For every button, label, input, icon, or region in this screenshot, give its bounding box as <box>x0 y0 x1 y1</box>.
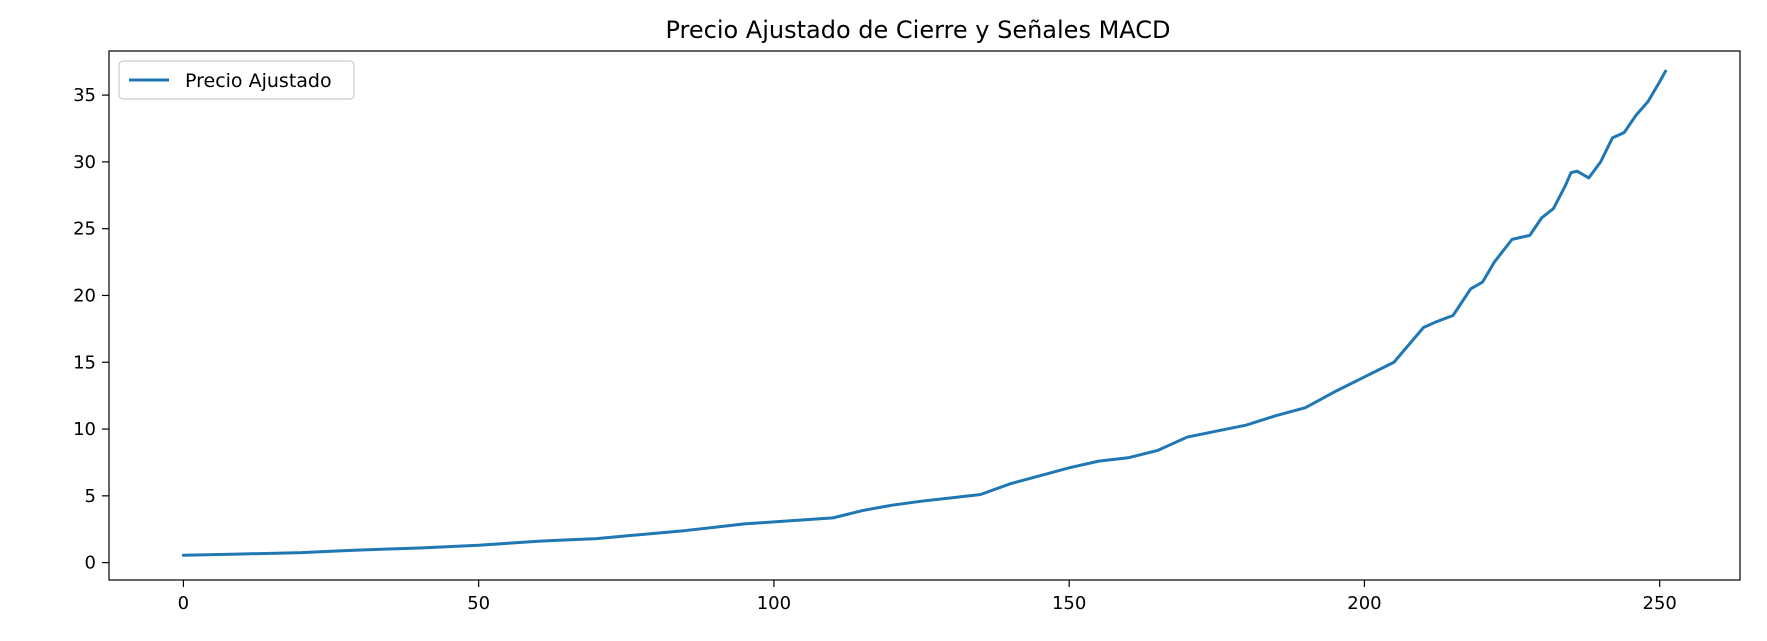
axes-frame <box>108 50 1741 581</box>
x-tick-label: 50 <box>467 593 490 614</box>
x-tick-label: 100 <box>757 593 791 614</box>
y-tick-label: 35 <box>73 85 96 106</box>
y-tick-label: 20 <box>73 285 96 306</box>
plot-area <box>181 69 1668 557</box>
y-tick-label: 15 <box>73 352 96 373</box>
x-tick-label: 250 <box>1643 593 1677 614</box>
legend: Precio Ajustado <box>118 60 355 100</box>
x-tick-label: 150 <box>1052 593 1086 614</box>
y-tick-label: 0 <box>85 553 96 574</box>
series-line-0 <box>181 69 1668 557</box>
legend-box <box>118 60 355 100</box>
legend-label: Precio Ajustado <box>185 70 332 92</box>
y-tick-label: 10 <box>73 419 96 440</box>
x-tick-label: 200 <box>1347 593 1381 614</box>
y-tick-label: 25 <box>73 219 96 240</box>
x-tick-label: 0 <box>178 593 189 614</box>
chart-title: Precio Ajustado de Cierre y Señales MACD <box>665 16 1170 44</box>
y-tick-label: 5 <box>85 486 96 507</box>
axes: 0 50 100 150 200 250 0 5 10 15 20 25 30 35 <box>73 50 1741 614</box>
y-tick-label: 30 <box>73 152 96 173</box>
